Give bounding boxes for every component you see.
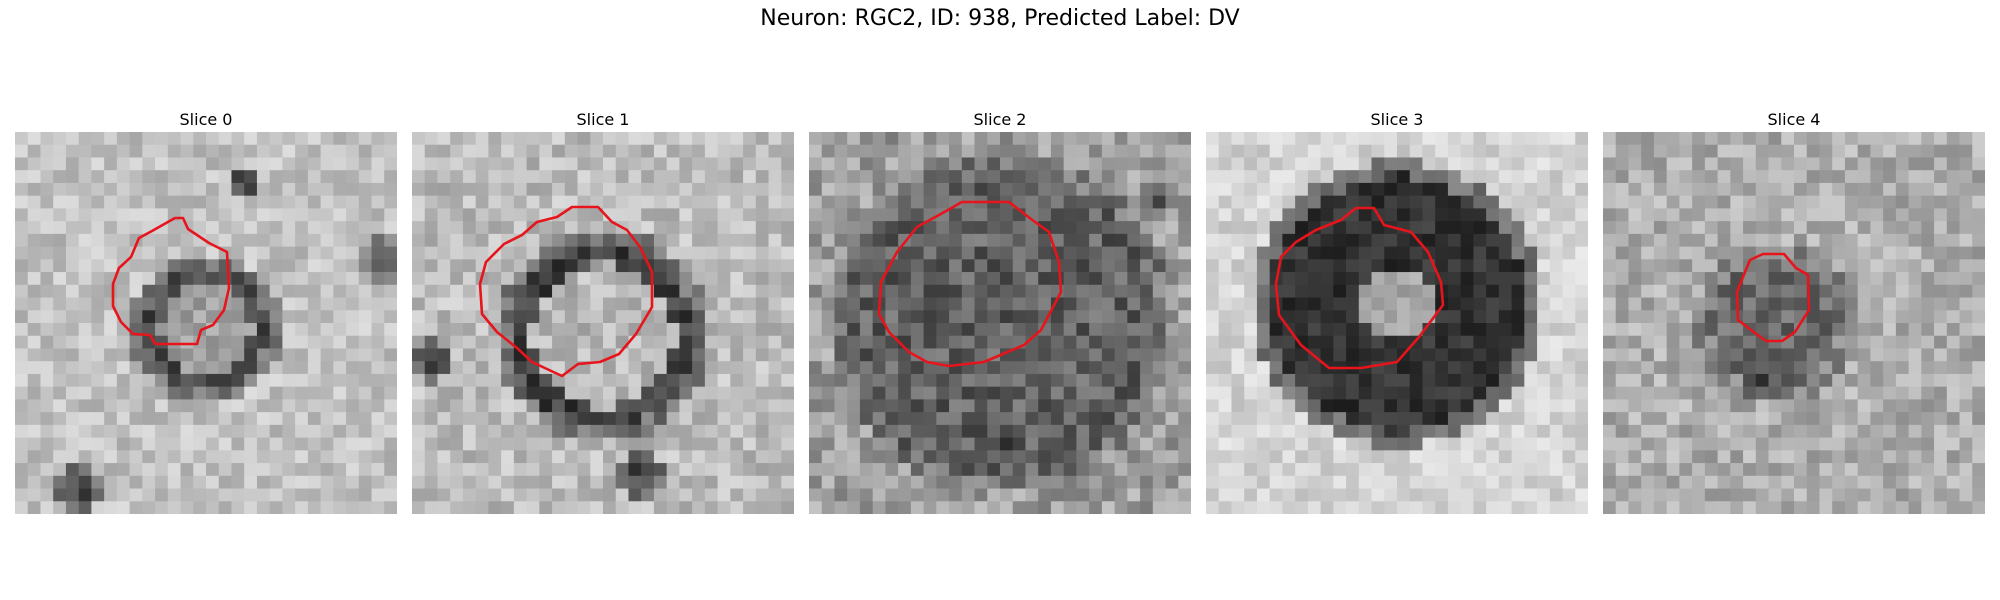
roi-contour [877,200,1063,368]
slice-panel-2: Slice 2 [809,108,1191,514]
roi-contour [478,205,654,378]
slice-image [809,132,1191,514]
roi-contour [1735,252,1811,343]
slice-image [412,132,794,514]
slice-panel-1: Slice 1 [412,108,794,514]
slice-title: Slice 1 [576,110,630,129]
slice-image [1206,132,1588,514]
slice-panel-4: Slice 4 [1603,108,1985,514]
slice-title: Slice 0 [179,110,233,129]
slice-image [15,132,397,514]
roi-contour [111,216,231,346]
roi-contour [1274,206,1445,370]
figure-title: Neuron: RGC2, ID: 938, Predicted Label: … [760,6,1240,31]
slice-title: Slice 2 [973,110,1027,129]
slice-title: Slice 3 [1370,110,1424,129]
slice-panel-0: Slice 0 [15,108,397,514]
slice-title: Slice 4 [1767,110,1821,129]
slice-panel-3: Slice 3 [1206,108,1588,514]
slice-image [1603,132,1985,514]
